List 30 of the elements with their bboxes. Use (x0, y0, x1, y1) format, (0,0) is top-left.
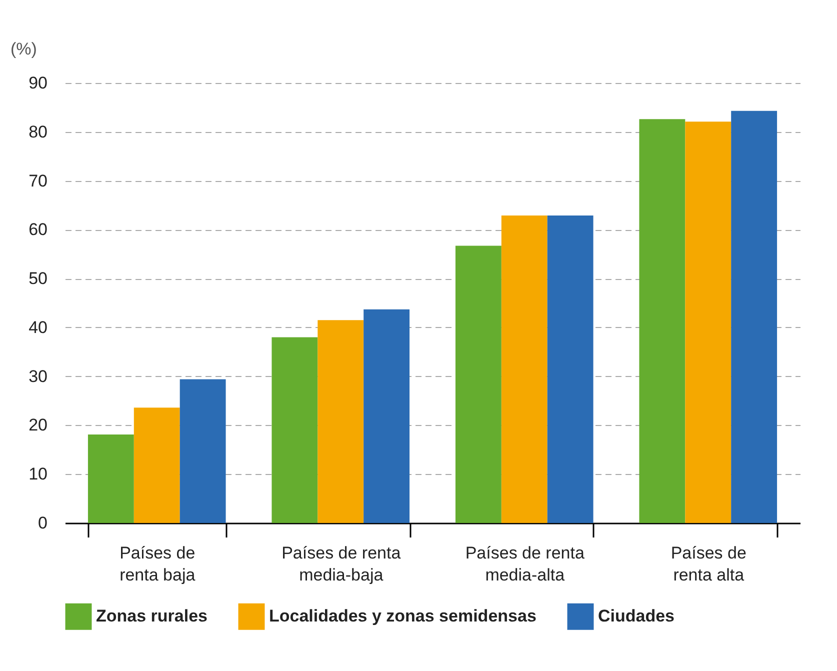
bar (364, 309, 410, 523)
bar (134, 408, 180, 523)
bar (180, 379, 226, 523)
legend-label: Localidades y zonas semidensas (269, 606, 536, 626)
bar (455, 246, 502, 523)
y-tick-label: 0 (38, 514, 48, 532)
bar (547, 215, 594, 523)
bar (88, 434, 134, 523)
legend-label: Ciudades (598, 606, 675, 626)
x-tick-label: Países de renta media-alta (465, 544, 585, 584)
x-tick-label: Países de renta media-baja (282, 544, 402, 584)
bar (685, 122, 732, 523)
y-tick-label: 50 (28, 269, 48, 288)
y-tick-label: 80 (28, 122, 48, 142)
bar (272, 337, 318, 523)
bar (639, 119, 686, 523)
bar (731, 110, 778, 523)
y-tick-label: 30 (28, 366, 48, 386)
y-tick-label: 10 (28, 464, 48, 484)
legend-label: Zonas rurales (96, 606, 208, 626)
x-tick-label: Países de renta baja (120, 544, 196, 584)
x-tick-label: Países de renta alta (670, 544, 746, 584)
y-tick-label: 20 (28, 416, 48, 435)
bar (318, 320, 364, 523)
y-axis-title: (%) (10, 40, 37, 58)
y-tick-label: 90 (28, 74, 48, 92)
y-tick-label: 60 (28, 220, 48, 240)
y-tick-label: 40 (28, 318, 48, 337)
bar (501, 215, 548, 523)
y-tick-label: 70 (28, 171, 48, 190)
